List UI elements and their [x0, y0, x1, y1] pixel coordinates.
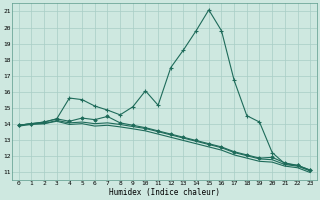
X-axis label: Humidex (Indice chaleur): Humidex (Indice chaleur): [109, 188, 220, 197]
